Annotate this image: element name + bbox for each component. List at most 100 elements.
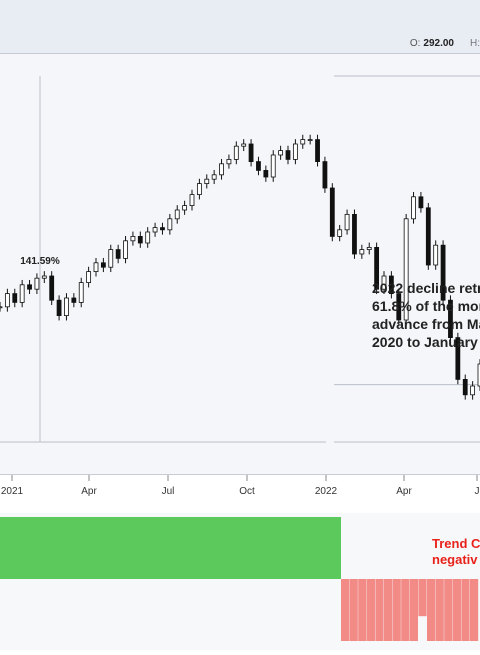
candle-body [470, 385, 476, 396]
annotation-line-4: 2020 to January 2 [372, 334, 480, 350]
candle-body [211, 174, 217, 180]
candle-body [322, 161, 328, 189]
candle-body [204, 178, 210, 184]
annotation-text: 2022 decline retr 61.8% of the mor advan… [372, 280, 480, 350]
chart-header-bar: O: 292.00 H: [0, 0, 480, 54]
candle-body [219, 163, 224, 176]
x-tick-label: Apr [81, 486, 97, 497]
x-tick-label: 2021 [1, 486, 24, 497]
candle-body [462, 378, 468, 396]
indicator-negative-bar [375, 579, 384, 641]
line-label: 141.59% [20, 256, 60, 267]
candle-body [477, 363, 480, 387]
candle-body [278, 150, 284, 156]
annotation-line-3: advance from Ma [372, 316, 480, 332]
indicator-negative-bar [461, 579, 470, 641]
candle-body [455, 337, 461, 380]
annotation-line-1: 2022 decline retr [372, 280, 480, 296]
candle-body [263, 170, 269, 178]
indicator-label-line-1: Trend C [432, 536, 480, 551]
indicator-negative-bar [341, 579, 350, 641]
indicator-negative-bar [349, 579, 358, 641]
candle-body [100, 262, 106, 268]
indicator-negative-bar [418, 579, 427, 617]
candle-body [226, 159, 232, 165]
indicator-negative-bar [392, 579, 401, 641]
candle-body [256, 161, 261, 171]
open-label: O: [409, 38, 421, 49]
indicator-negative-bar [470, 579, 479, 641]
x-axis-ticks: 2021 Apr Jul Oct 2022 Apr J [1, 475, 480, 497]
x-tick-label: 2022 [315, 486, 338, 497]
annotation-line-2: 61.8% of the mor [372, 298, 480, 314]
candle-body [0, 306, 3, 309]
candle-body [270, 154, 276, 178]
candle-body [440, 244, 446, 301]
candle-body [196, 183, 202, 196]
candle-body [93, 262, 99, 273]
indicator-negative-bar [452, 579, 461, 641]
candle-body [160, 227, 165, 231]
candle-body [123, 240, 128, 259]
candle-body [433, 244, 439, 266]
candle-body [4, 293, 10, 308]
candle-body [167, 218, 173, 231]
candle-body [86, 271, 92, 284]
candle-body [174, 209, 180, 220]
indicator-negative-bar [409, 579, 418, 641]
candle-body [233, 145, 239, 160]
candle-body [425, 207, 431, 266]
candle-body [411, 196, 416, 220]
indicator-negative-bar [366, 579, 375, 641]
indicator-negative-bar [358, 579, 367, 641]
candle-body [374, 246, 380, 290]
candle-body [366, 246, 372, 250]
candle-body [307, 139, 313, 141]
high-label: H: [470, 38, 480, 49]
candle-body [78, 282, 84, 303]
indicator-negative-bar [435, 579, 444, 641]
candle-body [34, 277, 40, 290]
candle-body [300, 139, 306, 145]
candle-body [145, 231, 151, 244]
candle-body [329, 187, 335, 237]
indicator-negative-bar [401, 579, 410, 641]
candle-body [19, 284, 25, 303]
ohlc-readout: O: 292.00 H: [410, 38, 480, 49]
candle-body [130, 235, 136, 242]
price-panel[interactable]: 141.59% 2022 decline retr 61.8% of the m… [0, 54, 480, 474]
candle-body [292, 143, 298, 160]
candle-body [285, 150, 291, 160]
candle-body [49, 275, 55, 301]
indicator-negative-bar [427, 579, 436, 641]
candle-body [108, 249, 114, 268]
candle-body [41, 275, 47, 279]
indicator-positive-bar [0, 517, 341, 579]
candle-body [137, 235, 143, 244]
indicator-negative-bar [384, 579, 393, 641]
candle-body [152, 227, 158, 233]
candle-body [12, 293, 18, 303]
candle-body [344, 213, 350, 231]
x-tick-label: J [475, 486, 480, 497]
candle-body [71, 297, 77, 303]
candle-body [64, 297, 69, 317]
x-tick-label: Oct [239, 486, 255, 497]
candle-body [448, 299, 453, 338]
candle-body [337, 229, 343, 237]
candle-body [241, 143, 247, 147]
candle-body [418, 196, 424, 209]
indicator-panel[interactable]: Trend C negativ [0, 513, 480, 650]
candlestick-series [0, 134, 480, 400]
candle-body [403, 218, 409, 321]
candle-body [315, 139, 320, 162]
open-value: 292.00 [423, 38, 454, 49]
candle-body [388, 275, 394, 295]
candle-body [189, 194, 195, 207]
candle-body [248, 143, 254, 163]
indicator-bars [0, 517, 479, 641]
candle-body [115, 249, 121, 259]
candle-body [182, 205, 188, 211]
price-gridlines [0, 75, 480, 443]
x-axis: 2021 Apr Jul Oct 2022 Apr J [0, 474, 480, 514]
